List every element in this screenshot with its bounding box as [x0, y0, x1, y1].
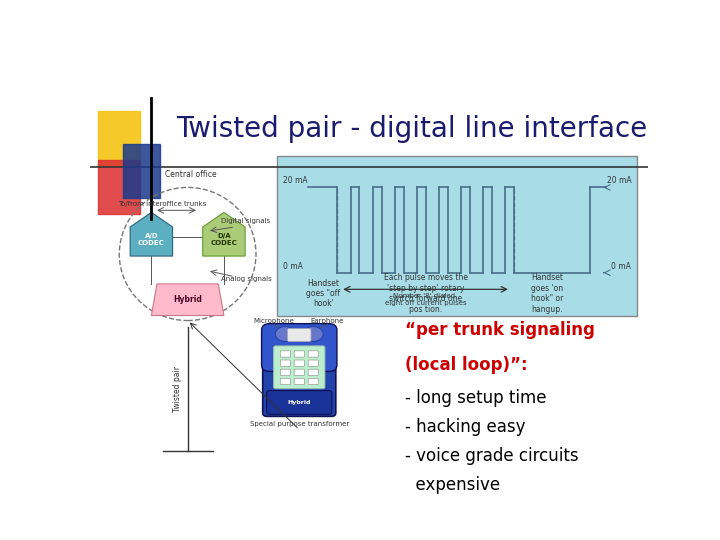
- Text: 0 mA: 0 mA: [282, 261, 302, 271]
- FancyBboxPatch shape: [294, 369, 305, 375]
- Polygon shape: [130, 212, 173, 256]
- Text: D/A
CODEC: D/A CODEC: [210, 233, 238, 246]
- Bar: [277, 156, 637, 316]
- Polygon shape: [203, 212, 245, 256]
- FancyBboxPatch shape: [294, 351, 305, 357]
- FancyBboxPatch shape: [280, 379, 290, 384]
- Text: 20 mA: 20 mA: [607, 177, 631, 185]
- Text: Each pulse moves the
'step by step' rotary
switch forward one
pos tion.: Each pulse moves the 'step by step' rota…: [384, 273, 467, 314]
- Text: (local loop)”:: (local loop)”:: [405, 356, 528, 374]
- Circle shape: [275, 327, 295, 341]
- FancyBboxPatch shape: [263, 333, 336, 416]
- Polygon shape: [151, 284, 224, 315]
- FancyBboxPatch shape: [294, 360, 305, 366]
- Text: A/D
CODEC: A/D CODEC: [138, 233, 165, 246]
- FancyBboxPatch shape: [287, 329, 311, 341]
- Circle shape: [303, 327, 323, 341]
- FancyBboxPatch shape: [308, 351, 318, 357]
- Text: Digital signals: Digital signals: [221, 218, 271, 224]
- Text: Twisted pair: Twisted pair: [173, 366, 182, 412]
- Text: “per trunk signaling: “per trunk signaling: [405, 321, 595, 339]
- FancyBboxPatch shape: [274, 346, 325, 389]
- Text: 0 mA: 0 mA: [611, 261, 631, 271]
- Text: Earphone: Earphone: [310, 318, 344, 323]
- Text: Hybrid: Hybrid: [287, 400, 311, 405]
- Bar: [99, 160, 140, 214]
- Text: Special purpose transformer: Special purpose transformer: [250, 421, 349, 427]
- FancyBboxPatch shape: [266, 390, 332, 414]
- Text: - long setup time: - long setup time: [405, 389, 546, 407]
- FancyBboxPatch shape: [280, 351, 290, 357]
- FancyBboxPatch shape: [294, 379, 305, 384]
- Text: Handset
goes 'on
hook" or
hangup.: Handset goes 'on hook" or hangup.: [531, 273, 563, 314]
- Text: Microphone: Microphone: [253, 318, 294, 323]
- Text: 20 mA: 20 mA: [282, 177, 307, 185]
- FancyBboxPatch shape: [261, 323, 337, 372]
- Bar: [124, 144, 160, 198]
- Bar: [99, 111, 140, 165]
- Text: Analog signals: Analog signals: [221, 276, 272, 282]
- Text: Central office: Central office: [165, 170, 216, 179]
- Text: Hybrid: Hybrid: [174, 295, 202, 304]
- FancyBboxPatch shape: [308, 360, 318, 366]
- Text: To/from interoffice trunks: To/from interoffice trunks: [118, 201, 206, 207]
- Text: expensive: expensive: [405, 476, 500, 495]
- FancyBboxPatch shape: [308, 379, 318, 384]
- FancyBboxPatch shape: [280, 369, 290, 375]
- Text: - hacking easy: - hacking easy: [405, 418, 526, 436]
- Text: - voice grade circuits: - voice grade circuits: [405, 447, 579, 465]
- Text: Handset
goes "off
hook': Handset goes "off hook': [307, 279, 341, 308]
- FancyBboxPatch shape: [280, 360, 290, 366]
- FancyBboxPatch shape: [308, 369, 318, 375]
- Text: Twisted pair - digital line interface: Twisted pair - digital line interface: [176, 115, 648, 143]
- Text: Number '8' dialed,
eight off current pulses: Number '8' dialed, eight off current pul…: [384, 293, 467, 306]
